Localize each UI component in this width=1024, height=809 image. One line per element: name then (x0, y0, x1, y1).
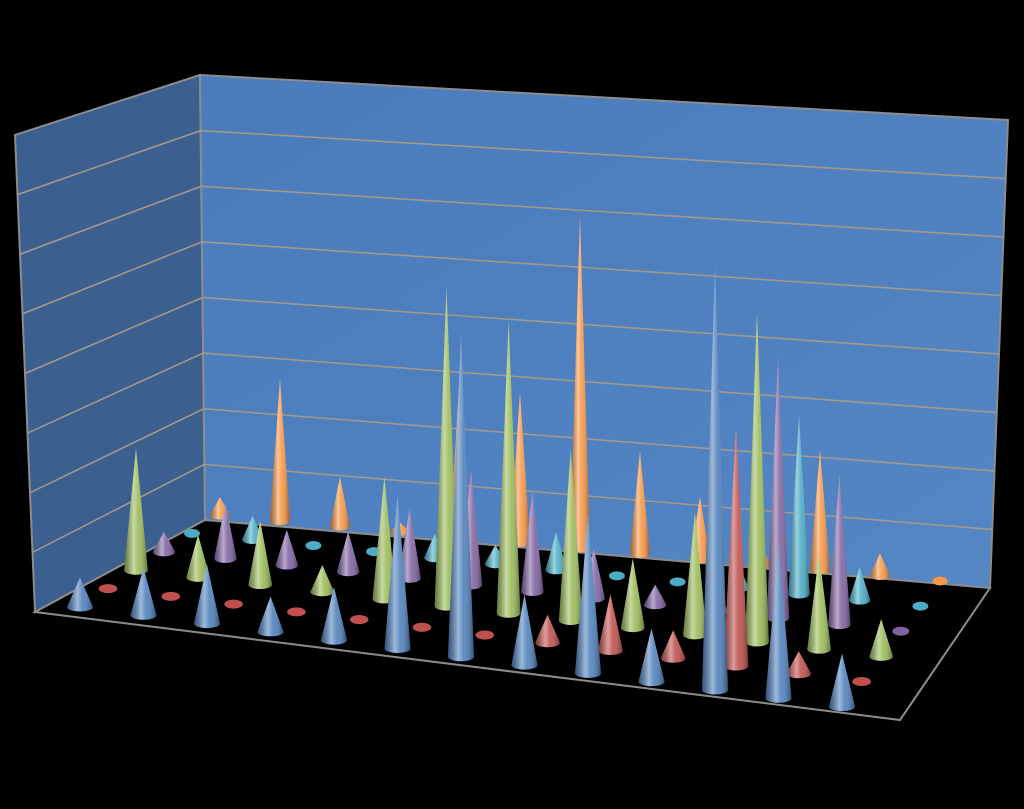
cone-shade (330, 477, 350, 531)
cone-shade (270, 378, 290, 525)
cone-shade (575, 513, 601, 678)
cone-shade (275, 529, 298, 570)
cone-shade (511, 594, 538, 670)
cone-shade (598, 594, 623, 656)
cone-shade (372, 476, 397, 604)
cone-shade (849, 566, 871, 605)
cone-shade (194, 564, 220, 629)
cone-shade (766, 356, 790, 623)
disc (912, 601, 929, 611)
disc (852, 676, 871, 686)
cone-shade (257, 596, 284, 637)
disc (98, 584, 118, 594)
cone-shade (337, 531, 360, 577)
cone-shade (496, 320, 521, 618)
disc (608, 571, 625, 581)
cone-shade (434, 287, 459, 611)
grid-line (17, 129, 1006, 196)
grid (17, 129, 1006, 554)
disc (161, 591, 181, 601)
grid-line (29, 407, 995, 494)
disc (184, 528, 200, 538)
cone-shade (702, 264, 728, 695)
side-wall (13, 73, 207, 614)
cone-shade (807, 553, 831, 654)
cone-shade (130, 568, 157, 620)
cone-shade (448, 331, 474, 662)
cone-shade (829, 653, 856, 712)
cone-shade (828, 474, 851, 630)
cone-shade (644, 584, 667, 610)
grid-line (32, 463, 993, 554)
cone-shade (248, 520, 272, 590)
disc (669, 577, 686, 587)
cone-shade (745, 312, 769, 647)
cone-shade (535, 614, 560, 648)
cones (67, 215, 948, 712)
cone-shade (545, 531, 567, 575)
cone-shade (186, 534, 210, 582)
cone-shade (67, 577, 93, 612)
grid-line (24, 296, 1000, 375)
cone-shade (558, 450, 583, 625)
cone-shade (810, 450, 830, 575)
cone-shade (683, 512, 707, 640)
cone-shade (521, 491, 544, 597)
cone-shade (869, 619, 893, 661)
cone-shade (765, 544, 792, 703)
cone-shade (723, 424, 749, 671)
cone-shade (398, 507, 421, 583)
cone-shade (570, 215, 590, 553)
cone-shade (870, 553, 890, 580)
cone-shade (638, 628, 665, 687)
disc (287, 607, 306, 617)
cone-shade (621, 558, 645, 633)
cone-shade (321, 587, 347, 645)
cone-shade (660, 630, 686, 663)
cone-shade (124, 447, 148, 575)
disc (475, 630, 495, 640)
back-wall (198, 73, 1010, 590)
grid-line (27, 352, 997, 434)
cone-shade (630, 451, 650, 558)
disc (349, 615, 369, 625)
cone-shade (786, 651, 812, 679)
disc (412, 622, 432, 632)
cone-shade (788, 414, 810, 599)
cone-shade (310, 565, 335, 597)
disc (892, 626, 910, 636)
cone-shade (214, 503, 237, 563)
grid-line (19, 185, 1004, 255)
disc (224, 599, 243, 609)
cone-shade (152, 531, 176, 557)
disc (932, 576, 948, 586)
disc (305, 541, 322, 551)
cone-shade (384, 494, 411, 653)
grid-line (22, 241, 1002, 315)
